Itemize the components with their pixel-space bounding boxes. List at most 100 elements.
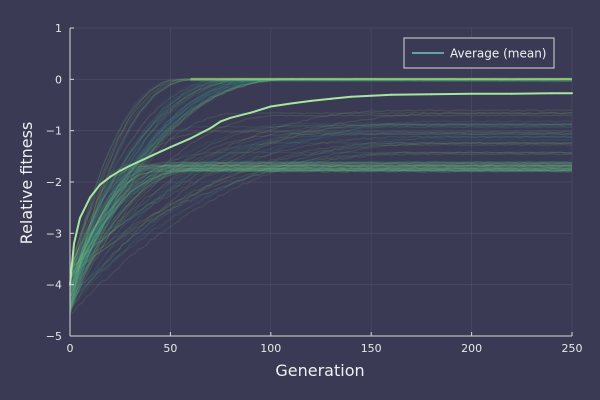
y-axis-title: Relative fitness <box>17 122 36 245</box>
mean-point-20 <box>370 94 373 97</box>
run-line-optimum-2 <box>190 79 573 82</box>
run-line-86 <box>69 160 572 292</box>
run-line-79 <box>69 170 573 299</box>
mean-point-22 <box>430 93 433 96</box>
run-line-77 <box>69 169 573 288</box>
mean-point-19 <box>350 95 353 98</box>
mean-point-6 <box>119 169 122 172</box>
run-line-8 <box>69 167 573 315</box>
mean-point-10 <box>189 137 192 140</box>
run-line-44 <box>69 162 573 295</box>
individual-runs <box>69 77 573 316</box>
axes <box>69 27 573 337</box>
mean-point-1 <box>73 242 76 245</box>
run-line-109 <box>69 161 573 292</box>
mean-point-11 <box>209 127 212 130</box>
mean-point-12 <box>219 120 222 123</box>
run-line-58 <box>69 162 573 306</box>
run-line-103 <box>69 151 573 271</box>
run-line-43 <box>69 167 573 284</box>
mean-point-5 <box>109 175 112 178</box>
run-line-64 <box>69 112 573 268</box>
tick-labels: 0 50 100 150 200 250 −5 −4 −3 −2 −1 0 1 <box>46 22 583 355</box>
mean-point-25 <box>550 92 553 95</box>
run-line-72 <box>69 133 573 289</box>
run-line-53 <box>69 164 573 279</box>
run-line-33 <box>69 166 573 304</box>
run-line-12 <box>69 168 573 299</box>
run-line-71 <box>69 169 573 316</box>
y-tick-label-1: −4 <box>46 279 62 292</box>
run-line-4 <box>69 143 572 277</box>
mean-point-15 <box>269 105 272 108</box>
run-line-21 <box>69 165 573 305</box>
x-tick-label-4: 200 <box>461 342 482 355</box>
y-tick-label-5: 0 <box>55 73 62 86</box>
mean-point-17 <box>309 99 312 102</box>
run-line-57 <box>69 164 572 316</box>
legend: Average (mean) <box>403 37 555 69</box>
run-line-37 <box>69 125 573 303</box>
run-line-6 <box>69 162 572 269</box>
run-line-118 <box>69 169 573 289</box>
y-tick-label-0: −5 <box>46 330 62 343</box>
run-line-82 <box>69 136 573 301</box>
run-line-22 <box>69 141 573 278</box>
mean-point-3 <box>89 196 92 199</box>
run-line-35 <box>69 169 573 269</box>
run-line-11 <box>69 126 573 275</box>
run-line-14 <box>69 161 573 301</box>
run-line-76 <box>69 151 573 280</box>
mean-series <box>69 92 573 286</box>
mean-point-24 <box>510 92 513 95</box>
run-line-55 <box>69 139 573 300</box>
y-tick-label-2: −3 <box>46 227 62 240</box>
run-line-41 <box>69 131 573 269</box>
run-line-96 <box>69 122 573 267</box>
mean-point-18 <box>330 97 333 100</box>
run-line-46 <box>69 168 573 286</box>
run-line-13 <box>69 166 573 290</box>
y-tick-label-4: −1 <box>46 125 62 138</box>
run-line-18 <box>69 164 573 313</box>
run-line-90 <box>69 168 573 295</box>
mean-point-16 <box>289 102 292 105</box>
mean-point-21 <box>390 93 393 96</box>
run-line-38 <box>69 168 573 308</box>
run-line-105 <box>69 161 573 295</box>
x-tick-label-2: 100 <box>260 342 281 355</box>
run-line-24 <box>69 109 573 272</box>
x-tick-label-3: 150 <box>361 342 382 355</box>
run-line-114 <box>69 114 573 310</box>
run-line-52 <box>69 151 573 274</box>
run-line-5 <box>69 164 573 276</box>
mean-point-23 <box>470 92 473 95</box>
x-tick-label-0: 0 <box>67 342 74 355</box>
run-line-110 <box>69 162 572 290</box>
run-line-80 <box>69 161 572 296</box>
x-tick-label-5: 250 <box>562 342 583 355</box>
mean-point-8 <box>149 155 152 158</box>
run-line-78 <box>69 164 573 281</box>
run-line-20 <box>69 123 573 304</box>
run-line-73 <box>69 141 573 297</box>
run-line-88 <box>69 123 573 297</box>
mean-point-13 <box>229 116 232 119</box>
legend-label-mean: Average (mean) <box>450 47 547 61</box>
mean-point-9 <box>169 146 172 149</box>
run-line-19 <box>69 123 573 310</box>
run-line-51 <box>69 169 573 285</box>
run-line-107 <box>69 170 573 282</box>
run-line-7 <box>69 120 573 309</box>
run-line-99 <box>69 163 573 276</box>
y-tick-label-6: 1 <box>55 22 62 35</box>
run-line-29 <box>69 167 573 272</box>
mean-point-14 <box>249 111 252 114</box>
x-axis-title: Generation <box>275 361 364 380</box>
run-line-59 <box>69 168 572 266</box>
run-line-83 <box>69 111 573 312</box>
run-line-27 <box>69 78 573 297</box>
mean-point-4 <box>99 183 102 186</box>
run-line-3 <box>69 164 573 273</box>
